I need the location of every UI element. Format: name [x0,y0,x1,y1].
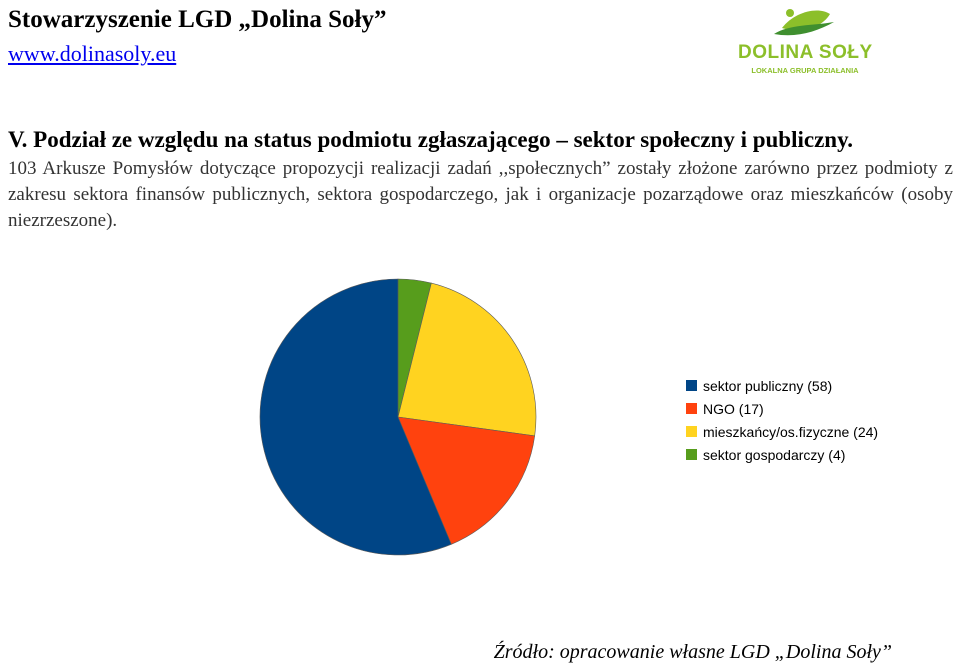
legend-label: mieszkańcy/os.fizyczne (24) [703,423,879,440]
website-link[interactable]: www.dolinasoly.eu [8,41,177,66]
legend-swatch [686,449,697,460]
logo-leaf-icon [774,9,834,36]
chart-legend: sektor publiczny (58) NGO (17) mieszkańcy/… [686,374,878,466]
legend-swatch [686,380,697,391]
pie-slice [397,416,536,545]
organization-title: Stowarzyszenie LGD „Dolina Soły” [8,6,387,33]
pie-slice [259,278,452,556]
dolina-soly-logo: DOLINA SOŁY LOKALNA GRUPA DZIAŁANIA [738,2,872,80]
legend-item: sektor publiczny (58) [686,374,878,397]
legend-item: sektor gospodarczy (4) [686,443,878,466]
legend-swatch [686,403,697,414]
legend-label: sektor gospodarczy (4) [703,446,846,463]
legend-label: sektor publiczny (58) [703,377,833,394]
logo-subtitle: LOKALNA GRUPA DZIAŁANIA [751,66,859,75]
logo-name: DOLINA SOŁY [738,42,873,63]
pie-chart [259,278,537,556]
legend-item: NGO (17) [686,397,878,420]
source-note: Źródło: opracowanie własne LGD „Dolina S… [493,641,892,663]
legend-swatch [686,426,697,437]
legend-label: NGO (17) [703,400,764,417]
legend-item: mieszkańcy/os.fizyczne (24) [686,420,878,443]
section-title: V. Podział ze względu na status podmiotu… [8,127,854,152]
description-paragraph: 103 Arkusze Pomysłów dotyczące propozycj… [8,158,953,231]
pie-slice [397,282,537,437]
